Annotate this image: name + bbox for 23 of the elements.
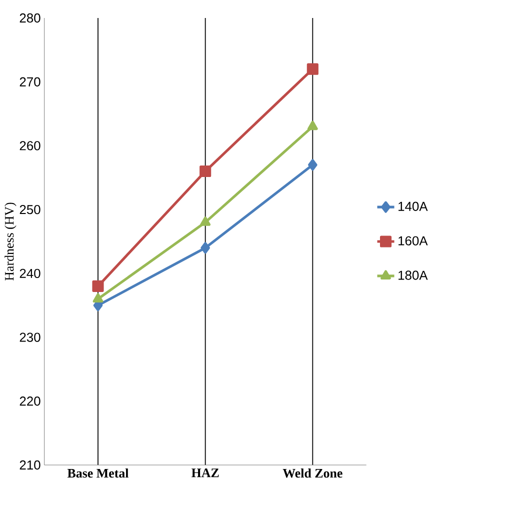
legend-label: 140A	[398, 202, 428, 211]
y-tick-label: 220	[20, 396, 40, 406]
y-axis-title: Hardness (HV)	[4, 202, 16, 281]
x-tick-label: Base Metal	[67, 468, 129, 478]
point	[307, 120, 318, 130]
legend-label: 180A	[398, 270, 428, 280]
point	[306, 63, 318, 75]
point	[92, 280, 104, 292]
legend-label: 160A	[398, 236, 428, 246]
point	[308, 159, 318, 171]
y-tick-label: 240	[20, 268, 40, 278]
y-tick-label: 280	[20, 13, 40, 23]
point	[92, 293, 104, 303]
x-tick-label: Weld Zone	[282, 468, 342, 478]
point	[200, 242, 210, 254]
y-tick-label: 250	[20, 204, 40, 214]
point	[200, 165, 212, 178]
y-tick-label: 210	[20, 460, 40, 470]
y-tick-label: 260	[20, 141, 40, 150]
y-tick-label: 230	[20, 332, 40, 342]
x-tick-label: HAZ	[192, 468, 219, 478]
point	[200, 216, 211, 226]
y-tick-label: 270	[20, 77, 40, 86]
